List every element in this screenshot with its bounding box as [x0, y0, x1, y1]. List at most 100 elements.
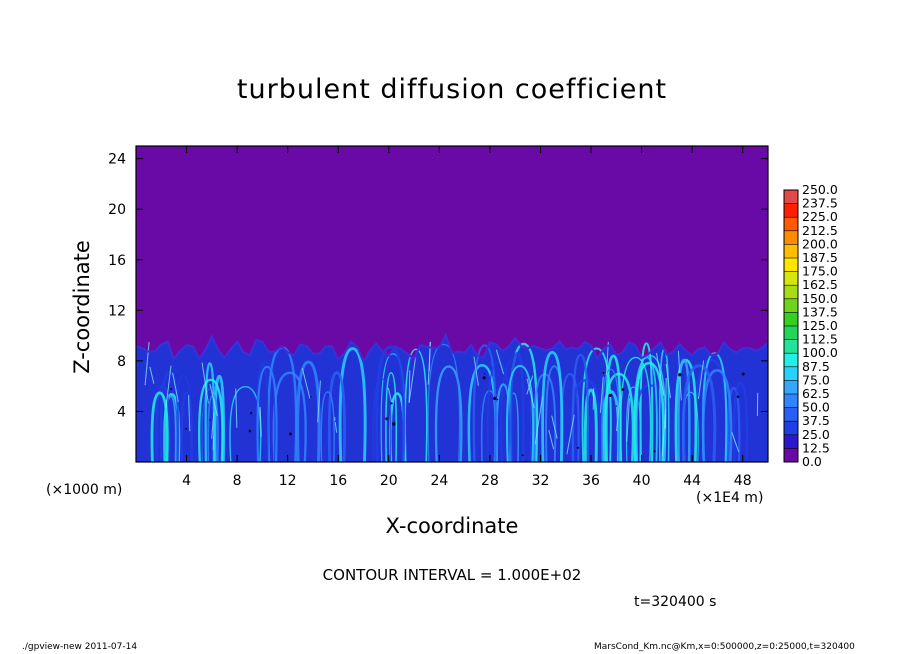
eddy-filament: [301, 367, 311, 399]
eddy-plume: [198, 378, 224, 462]
x-tick-label: 32: [532, 473, 550, 489]
eddy-plume: [164, 395, 177, 462]
eddy-filament: [188, 395, 191, 432]
eddy-filament: [605, 341, 609, 376]
x-tick-label: 36: [582, 473, 600, 489]
dark-spot: [390, 402, 393, 405]
y-tick-label: 16: [108, 253, 126, 269]
colorbar-label: 212.5: [802, 223, 838, 238]
colorbar-label: 200.0: [802, 236, 838, 251]
eddy-plume: [601, 368, 621, 462]
y-axis-unit: (×1000 m): [46, 482, 123, 498]
dark-spot: [736, 395, 740, 399]
eddy-plume: [583, 388, 598, 462]
dark-spot: [185, 427, 188, 430]
eddy-plume: [605, 354, 622, 462]
eddy-filament: [534, 396, 544, 445]
layer-top-edge: [136, 332, 768, 365]
dark-spot: [310, 396, 312, 398]
eddy-filament: [408, 356, 417, 404]
dark-spot: [209, 419, 211, 421]
colorbar-swatch: [784, 380, 798, 394]
eddy-filament: [334, 417, 338, 433]
eddy-plume: [681, 364, 717, 462]
colorbar-swatch: [784, 271, 798, 286]
dark-spot: [170, 388, 172, 390]
y-tick-label: 24: [108, 152, 126, 168]
eddy-filament: [656, 352, 665, 396]
dark-spot: [493, 396, 497, 401]
eddy-filament: [551, 415, 558, 439]
eddy-filament: [235, 388, 238, 428]
colorbar-label: 237.5: [802, 196, 838, 211]
eddy-filament: [665, 363, 671, 399]
colorbar-swatch: [784, 258, 798, 272]
x-tick-label: 8: [233, 473, 242, 489]
time-label: t=320400 s: [634, 594, 717, 610]
y-tick-label: 12: [108, 303, 126, 319]
colorbar-swatch: [784, 366, 798, 381]
eddy-filament: [387, 387, 393, 403]
chart-title: turbulent diffusion coefficient: [236, 74, 668, 105]
eddy-plume: [733, 382, 748, 462]
dark-spot: [496, 398, 499, 401]
eddy-plume: [204, 362, 216, 462]
eddy-filament: [526, 375, 534, 395]
colorbar-label: 87.5: [802, 359, 830, 374]
eddy-filament: [548, 429, 555, 450]
eddy-plume: [601, 390, 621, 462]
colorbar-label: 25.0: [802, 427, 830, 442]
x-axis-unit: (×1E4 m): [696, 490, 764, 506]
colorbar-label: 50.0: [802, 400, 830, 415]
dark-spot: [521, 454, 524, 457]
colorbar-swatch: [784, 339, 798, 354]
eddy-filament: [211, 412, 215, 439]
colorbar-label: 225.0: [802, 209, 838, 224]
y-tick-label: 8: [117, 354, 126, 370]
x-tick-label: 28: [481, 473, 499, 489]
dark-spot: [289, 432, 292, 436]
dark-spot: [250, 412, 253, 415]
eddy-filament: [616, 394, 621, 432]
eddy-plume: [571, 353, 590, 462]
eddy-filament: [149, 366, 155, 384]
colorbar-swatch: [784, 394, 798, 408]
eddy-filament: [165, 365, 172, 409]
eddy-plume: [472, 344, 497, 462]
eddy-plume: [256, 365, 278, 462]
colorbar-label: 125.0: [802, 318, 838, 333]
y-axis-ticks: 4 8 12 16 20 24: [108, 152, 768, 420]
eddy-plume: [213, 374, 225, 462]
eddy-filament: [731, 432, 740, 452]
eddy-filament: [592, 388, 595, 410]
eddy-plume: [159, 370, 180, 462]
eddy-plume: [427, 343, 461, 462]
colorbar-label: 37.5: [802, 413, 830, 428]
x-tick-label: 40: [633, 473, 651, 489]
eddy-plume: [726, 386, 741, 462]
y-tick-label: 4: [117, 404, 126, 420]
eddy-plume: [510, 351, 525, 462]
eddy-plume: [625, 386, 641, 462]
eddy-filament: [566, 414, 575, 455]
footer-source: MarsCond_Km.nc@Km,x=0:500000,z=0:25000,t…: [594, 642, 855, 652]
eddy-filament: [209, 383, 218, 417]
eddy-filament: [495, 349, 505, 375]
colorbar-label: 75.0: [802, 372, 830, 387]
eddy-plume: [633, 361, 665, 462]
eddy-filament: [473, 356, 479, 386]
dark-spot: [653, 450, 656, 453]
eddy-plume: [486, 361, 511, 462]
eddy-filament: [408, 370, 411, 403]
colorbar-swatch: [784, 448, 798, 462]
colorbar-swatch: [784, 353, 798, 367]
eddy-filament: [661, 409, 667, 457]
dark-spot: [334, 420, 336, 422]
eddy-plume: [434, 365, 463, 462]
dark-spot: [482, 376, 486, 380]
eddy-filament: [626, 398, 630, 442]
colorbar-swatch: [784, 203, 798, 218]
eddy-plume: [581, 347, 612, 462]
eddy-plume: [677, 358, 691, 462]
